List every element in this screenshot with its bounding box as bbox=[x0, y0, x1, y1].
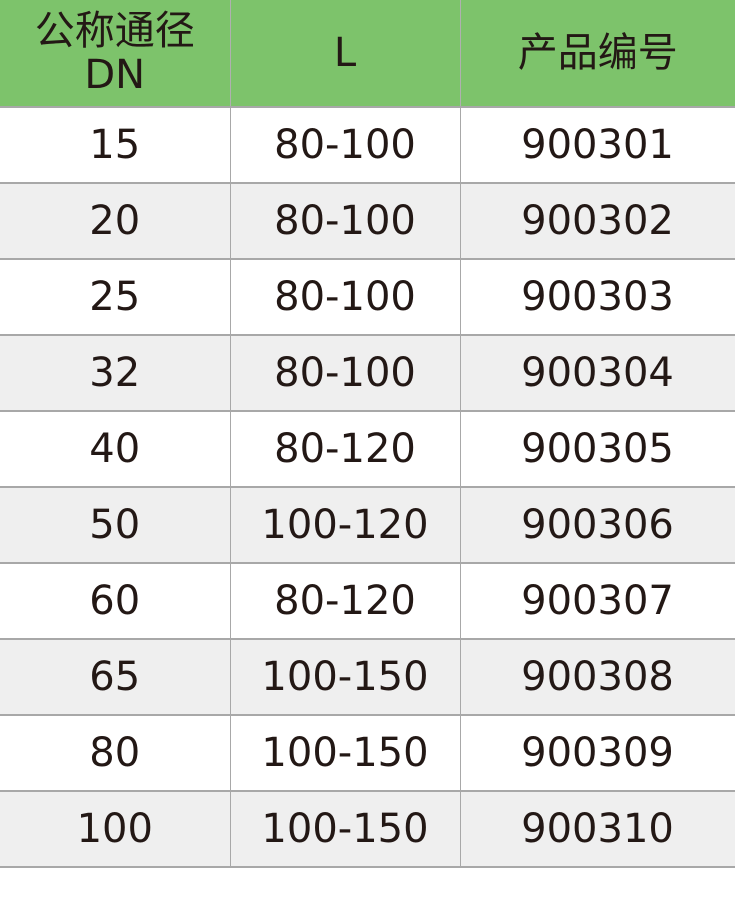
cell-product-code: 900308 bbox=[460, 639, 735, 716]
cell-product-code: 900305 bbox=[460, 411, 735, 488]
cell-dn: 100 bbox=[0, 791, 231, 868]
cell-l: 80-100 bbox=[230, 107, 461, 184]
cell-l: 80-120 bbox=[230, 563, 461, 640]
table-row: 32 80-100 900304 bbox=[0, 335, 735, 412]
cell-product-code: 900309 bbox=[460, 715, 735, 792]
table-row: 20 80-100 900302 bbox=[0, 183, 735, 260]
cell-dn: 32 bbox=[0, 335, 231, 412]
header-row: 公称通径 DN L 产品编号 bbox=[0, 0, 735, 108]
header-dn: 公称通径 DN bbox=[0, 0, 231, 108]
table-row: 50 100-120 900306 bbox=[0, 487, 735, 564]
cell-l: 100-150 bbox=[230, 715, 461, 792]
table-row: 100 100-150 900310 bbox=[0, 791, 735, 868]
table-row: 65 100-150 900308 bbox=[0, 639, 735, 716]
cell-dn: 15 bbox=[0, 107, 231, 184]
cell-l: 80-100 bbox=[230, 335, 461, 412]
cell-dn: 25 bbox=[0, 259, 231, 336]
cell-product-code: 900307 bbox=[460, 563, 735, 640]
table-row: 40 80-120 900305 bbox=[0, 411, 735, 488]
cell-l: 80-100 bbox=[230, 183, 461, 260]
table-row: 25 80-100 900303 bbox=[0, 259, 735, 336]
cell-product-code: 900304 bbox=[460, 335, 735, 412]
cell-product-code: 900306 bbox=[460, 487, 735, 564]
cell-dn: 40 bbox=[0, 411, 231, 488]
cell-l: 100-150 bbox=[230, 791, 461, 868]
cell-product-code: 900303 bbox=[460, 259, 735, 336]
cell-product-code: 900302 bbox=[460, 183, 735, 260]
cell-dn: 65 bbox=[0, 639, 231, 716]
cell-product-code: 900310 bbox=[460, 791, 735, 868]
cell-l: 80-100 bbox=[230, 259, 461, 336]
table-row: 60 80-120 900307 bbox=[0, 563, 735, 640]
cell-l: 80-120 bbox=[230, 411, 461, 488]
cell-dn: 60 bbox=[0, 563, 231, 640]
cell-product-code: 900301 bbox=[460, 107, 735, 184]
cell-dn: 50 bbox=[0, 487, 231, 564]
header-product-code: 产品编号 bbox=[460, 0, 735, 108]
table-row: 15 80-100 900301 bbox=[0, 107, 735, 184]
cell-dn: 20 bbox=[0, 183, 231, 260]
table-row: 80 100-150 900309 bbox=[0, 715, 735, 792]
header-l: L bbox=[230, 0, 461, 108]
cell-dn: 80 bbox=[0, 715, 231, 792]
product-spec-table: 公称通径 DN L 产品编号 15 80-100 900301 20 80-100 9003… bbox=[0, 0, 735, 868]
cell-l: 100-120 bbox=[230, 487, 461, 564]
cell-l: 100-150 bbox=[230, 639, 461, 716]
